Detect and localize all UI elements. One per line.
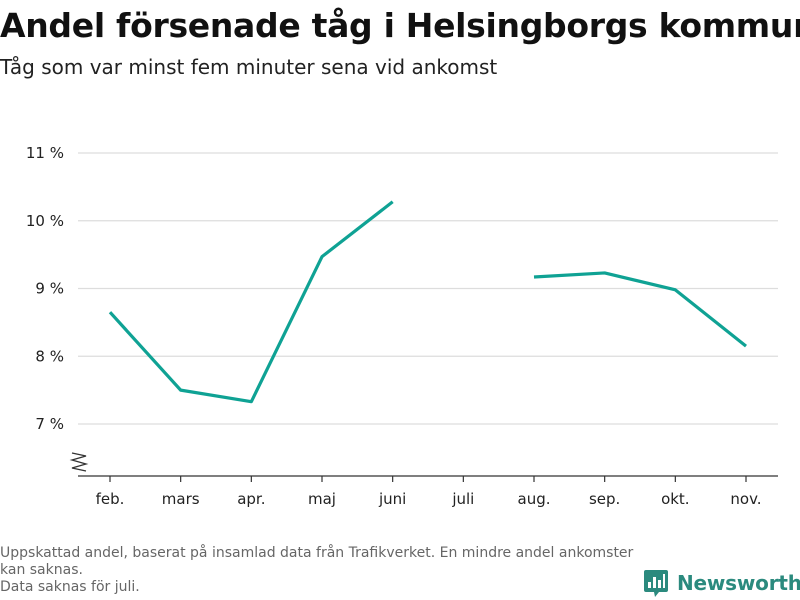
newsworthy-logo-icon — [644, 570, 668, 597]
series-lines — [108, 200, 747, 404]
x-tick-label: juni — [378, 490, 406, 508]
axis-break-marker — [69, 452, 89, 472]
y-tick-label: 7 % — [35, 415, 64, 433]
x-tick-label: okt. — [661, 490, 690, 508]
x-tick-label: nov. — [730, 490, 761, 508]
chart-subtitle: Tåg som var minst fem minuter sena vid a… — [0, 55, 498, 79]
line-chart: 7 % 8 % 9 % 10 % 11 % feb. mars apr. maj juni jul… — [26, 144, 778, 508]
x-tick-label: feb. — [96, 490, 125, 508]
grid-lines — [78, 152, 778, 425]
y-tick-label: 11 % — [26, 144, 64, 162]
footnote-line-2: Data saknas för juli. — [0, 579, 140, 595]
y-axis-ticks: 7 % 8 % 9 % 10 % 11 % — [26, 144, 64, 433]
x-tick-label: mars — [162, 490, 200, 508]
x-tick-label: aug. — [518, 490, 551, 508]
footnote-line-1: Uppskattad andel, baserat på insamlad da… — [0, 545, 634, 578]
series-line-segment — [108, 200, 394, 404]
chart-title: Andel försenade tåg i Helsingborgs kommu… — [0, 6, 800, 45]
x-axis-ticks: feb. mars apr. maj juni juli aug. sep. okt. nov. — [96, 476, 762, 508]
x-tick-label: maj — [308, 490, 336, 508]
x-tick-label: sep. — [589, 490, 620, 508]
brand-name: Newsworthy — [677, 571, 800, 595]
footnote: Uppskattad andel, baserat på insamlad da… — [0, 545, 640, 596]
brand-logo: Newsworthy — [643, 568, 800, 598]
y-tick-label: 9 % — [35, 280, 64, 298]
series-line-segment — [533, 271, 747, 348]
y-tick-label: 10 % — [26, 212, 64, 230]
x-tick-label: juli — [451, 490, 474, 508]
y-tick-label: 8 % — [35, 347, 64, 365]
x-tick-label: apr. — [237, 490, 265, 508]
x-axis — [69, 452, 778, 477]
